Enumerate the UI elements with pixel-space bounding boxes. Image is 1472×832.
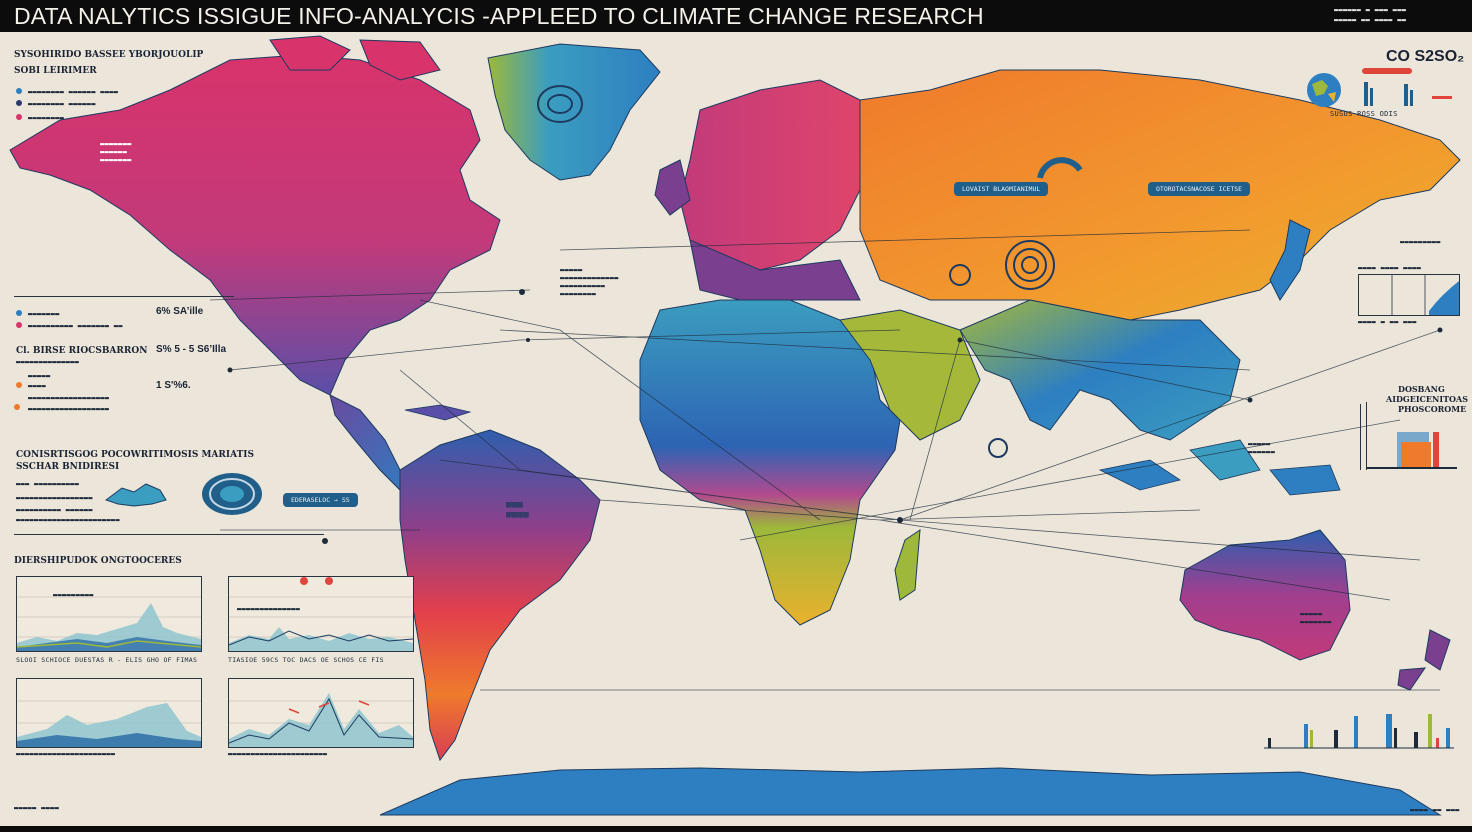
stat-value-3: 1 S'%6. [156, 380, 191, 391]
legend-title-1: Cl. BIRSE RIOCSBARRON [16, 346, 148, 356]
right-panel-rule [1360, 404, 1361, 470]
stat-value-2: S% 5 - 5 S6’Illa [156, 344, 227, 355]
legend-text-2: ▬▬▬▬▬▬▬▬ ▬▬▬▬▬▬ [28, 100, 96, 108]
section-title-1: CONISRTISGOG POCOWRITIMOSIS MARIATIS [16, 450, 255, 460]
chart2-marker-red-2 [325, 577, 333, 585]
area-chart-4 [228, 678, 414, 748]
chart2-legend: ▬▬▬▬▬▬▬▬▬▬▬▬▬▬ [237, 605, 301, 613]
stat-text-3: ▬▬▬▬▬ [28, 372, 51, 380]
legend-text-3: ▬▬▬▬▬▬▬▬ [28, 114, 65, 122]
bar-header-1: DOSBANG [1398, 384, 1445, 394]
header-meta-1: ▬▬▬▬▬▬ ▬ ▬▬▬ ▬▬▬ [1334, 6, 1407, 14]
small-globe-icon [1307, 73, 1341, 107]
legend-dot-magenta [16, 114, 22, 120]
header-meta-2: ▬▬▬▬▬ ▬▬ ▬▬▬▬ ▬▬ [1334, 16, 1407, 24]
section-text-1: ▬▬▬ ▬▬▬▬▬▬▬▬▬▬ [16, 480, 80, 488]
co2-label: CO S2SO₂ [1386, 48, 1465, 65]
map-callout-2[interactable]: OTOROTACSNACOSE ICETSE [1148, 182, 1251, 196]
bottom-right-bars [1264, 714, 1454, 749]
section-text-4: ▬▬▬▬▬▬▬▬▬▬▬▬▬▬▬▬▬▬▬▬▬▬▬ [16, 516, 120, 524]
map-note-europe: ▬▬▬▬▬ ▬▬▬▬▬▬▬▬▬▬▬▬▬ ▬▬▬▬▬▬▬▬▬▬ ▬▬▬▬▬▬▬▬ [560, 266, 619, 298]
mini-region-icon [104, 483, 167, 507]
chart-section-title: DIERSHIPUDOK ONGTOOCERES [14, 556, 182, 566]
map-note-sea: ▬▬▬▬▬ ▬▬▬▬▬▬ [1248, 440, 1276, 456]
region-pill-button[interactable]: EDERASELOC → SS [283, 493, 358, 507]
stat-text-5: ▬▬▬▬▬▬▬▬▬▬▬▬▬▬▬▬▬▬ [28, 394, 110, 402]
chart-caption-1: SLOOI SCHIOCE DUESTAS R - ELIS GHO OF FI… [16, 656, 198, 664]
area-chart-1: ▬▬▬▬▬▬▬▬▬ [16, 576, 202, 652]
map-note-au: ▬▬▬▬▬ ▬▬▬▬▬▬▬ [1300, 610, 1332, 626]
left-heading-1: SYSOHIRIDO BASSEE YBORJOUOLIP [14, 50, 204, 60]
left-heading-2: SOBI LEIRIMER [14, 66, 97, 76]
bar-header-2: AIDGEICENITOAS [1386, 394, 1468, 404]
map-callout-1[interactable]: LOVAIST BLAOMIANIMUL [954, 182, 1049, 196]
right-bar-panel [1366, 402, 1457, 470]
top-right-bars [1364, 82, 1452, 106]
bar-header-3: PHOSCOROME [1398, 404, 1467, 414]
stat-text-2: ▬▬▬▬▬▬▬▬▬▬▬▬▬▬ [16, 358, 80, 366]
stat-dot-1 [16, 310, 22, 316]
footer-text-left: ▬▬▬▬▬ ▬▬▬▬ [14, 804, 60, 812]
co2-accent-bar [1362, 68, 1412, 74]
right-legend-2: ▬▬▬▬ ▬▬▬▬ ▬▬▬▬ [1358, 264, 1422, 272]
stat-dot-2 [16, 322, 22, 328]
stat-text-4: ▬▬▬▬ [28, 382, 47, 390]
top-right-caption: SUSUS ROSS ODIS [1330, 110, 1398, 118]
chart-caption-2: TIASIOE 59CS TOC DACS OE SCHOS CE FIS [228, 656, 384, 664]
map-annotation-na: ▬▬▬▬▬▬▬ ▬▬▬▬▬▬ ▬▬▬▬▬▬▬ [100, 140, 132, 164]
chart2-marker-red [300, 577, 308, 585]
area-chart-2: ▬▬▬▬▬▬▬▬▬▬▬▬▬▬ [228, 576, 414, 652]
stat-text-6: ▬▬▬▬▬▬▬▬▬▬▬▬▬▬▬▬▬▬ [28, 405, 110, 413]
globe-icon [202, 473, 262, 515]
stat-text-1a: ▬▬▬▬▬▬▬ [28, 310, 60, 318]
stat-text-1b: ▬▬▬▬▬▬▬▬▬▬ ▬▬▬▬▬▬▬ ▬▬ [28, 322, 123, 330]
divider-node [322, 538, 328, 544]
stat-dot-3 [16, 382, 22, 388]
divider-1 [14, 296, 234, 297]
bottom-bar [0, 826, 1472, 832]
section-text-2: ▬▬▬▬▬▬▬▬▬▬▬▬▬▬▬▬▬ [16, 494, 93, 502]
chart-axis-1: ▬▬▬▬▬▬▬▬▬▬▬▬▬▬▬▬▬▬▬▬▬▬ [16, 750, 116, 758]
page-title: DATA NALYTICS ISSIGUE INFO-ANALYCIS -APP… [14, 3, 984, 29]
section-title-2: SSCHAR BNIDIRESI [16, 462, 120, 472]
right-legend-1: ▬▬▬▬▬▬▬▬▬ [1400, 238, 1441, 246]
legend-dot-navy [16, 100, 22, 106]
stat-value-1: 6% SA’ille [156, 306, 204, 317]
legend-dot-blue [16, 88, 22, 94]
chart-axis-2: ▬▬▬▬▬▬▬▬▬▬▬▬▬▬▬▬▬▬▬▬▬▬ [228, 750, 328, 758]
title-bar: DATA NALYTICS ISSIGUE INFO-ANALYCIS -APP… [0, 0, 1472, 32]
stat-dot-4 [14, 404, 20, 410]
legend-text-1: ▬▬▬▬▬▬▬▬ ▬▬▬▬▬▬ ▬▬▬▬ [28, 88, 119, 96]
footer-text-right: ▬▬▬▬ ▬▬ ▬▬▬ [1410, 806, 1460, 814]
divider-2 [14, 534, 324, 535]
area-chart-3 [16, 678, 202, 748]
right-legend-3: ▬▬▬▬ ▬ ▬▬ ▬▬▬ [1358, 318, 1417, 326]
section-text-3: ▬▬▬▬▬▬▬▬▬▬ ▬▬▬▬▬▬ [16, 506, 93, 514]
chart1-legend: ▬▬▬▬▬▬▬▬▬ [53, 591, 94, 599]
right-mini-chart [1358, 274, 1460, 316]
map-note-sa: ▦▦▦ ▦▦▦▦ [506, 500, 529, 520]
